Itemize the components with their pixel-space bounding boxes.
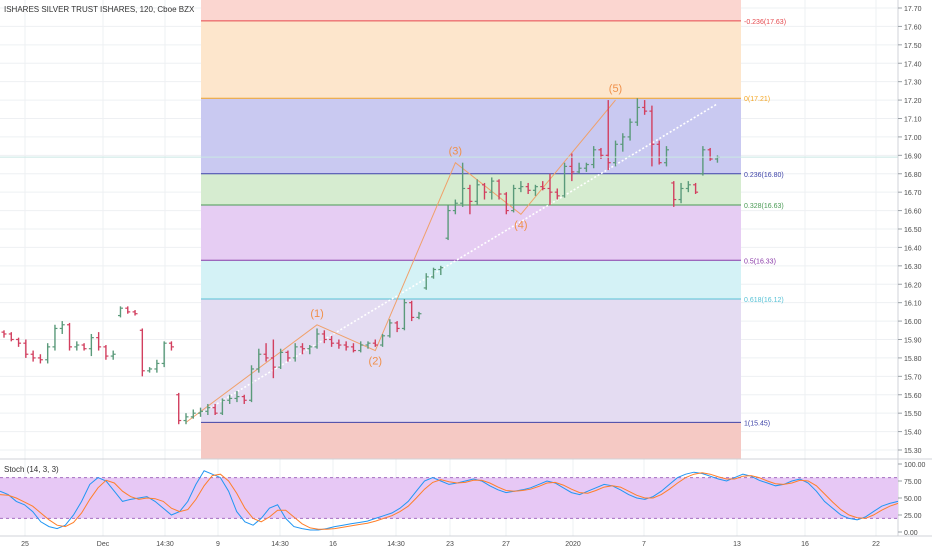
stoch-title: Stoch (14, 3, 3) xyxy=(4,465,59,474)
stoch-pane: Stoch (14, 3, 3) xyxy=(0,465,899,531)
time-tick-label: 13 xyxy=(733,541,741,548)
price-tick-label: 16.70 xyxy=(904,190,922,197)
price-tick-label: 16.90 xyxy=(904,153,922,160)
time-tick-label: 27 xyxy=(502,541,510,548)
time-tick-label: 25 xyxy=(21,541,29,548)
wave-label: (2) xyxy=(369,356,382,368)
time-tick-label: 14:30 xyxy=(387,541,405,548)
fib-band xyxy=(201,20,741,99)
price-tick-label: 17.40 xyxy=(904,61,922,68)
price-tick-label: 17.30 xyxy=(904,80,922,87)
price-axis[interactable]: 17.70 17.60 17.50 17.40 17.30 17.20 17.10 17.00… xyxy=(0,0,932,536)
stoch-tick-label: 25.00 xyxy=(904,513,922,520)
wave-label: (1) xyxy=(310,308,323,320)
wave-label: (4) xyxy=(514,219,527,231)
time-tick-label: Dec xyxy=(97,541,110,548)
price-tick-label: 16.50 xyxy=(904,227,922,234)
fib-band xyxy=(201,260,741,299)
time-tick-label: 22 xyxy=(872,541,880,548)
price-tick-label: 16.00 xyxy=(904,319,922,326)
fib-level-label: 0.236(16.80) xyxy=(744,172,784,179)
stoch-d-line xyxy=(0,472,899,530)
price-tick-label: 15.30 xyxy=(904,448,922,455)
time-tick-label: 23 xyxy=(446,541,454,548)
price-tick-label: 16.30 xyxy=(904,264,922,271)
fib-level-label: 0.5(16.33) xyxy=(744,258,776,265)
price-tick-label: 17.70 xyxy=(904,6,922,13)
fib-band xyxy=(201,298,741,423)
price-tick-label: 15.90 xyxy=(904,338,922,345)
time-tick-label: 14:30 xyxy=(271,541,289,548)
fib-level-label: 1(15.45) xyxy=(744,420,770,427)
fib-level-label: 0.618(16.12) xyxy=(744,297,784,304)
price-tick-label: 15.40 xyxy=(904,430,922,437)
fib-level-label: 0(17.21) xyxy=(744,96,770,103)
price-tick-label: 17.20 xyxy=(904,98,922,105)
elliott-wave[interactable]: (1) (2) (3) (4) (5) xyxy=(185,83,622,423)
fib-level-label: 0.328(16.63) xyxy=(744,203,784,210)
price-tick-label: 16.10 xyxy=(904,301,922,308)
price-tick-label: 17.00 xyxy=(904,135,922,142)
fib-level-label: -0.236(17.63) xyxy=(744,19,786,26)
chart-title: ISHARES SILVER TRUST ISHARES, 120, Cboe … xyxy=(4,5,195,14)
stoch-tick-label: 100.00 xyxy=(904,462,926,469)
price-tick-label: 17.50 xyxy=(904,43,922,50)
price-tick-label: 16.40 xyxy=(904,245,922,252)
wave-label: (5) xyxy=(609,83,622,95)
fib-band xyxy=(201,422,741,459)
fib-band xyxy=(201,173,741,206)
fib-band xyxy=(201,0,741,21)
time-tick-label: 7 xyxy=(642,541,646,548)
price-tick-label: 15.60 xyxy=(904,393,922,400)
time-tick-label: 14:30 xyxy=(156,541,174,548)
ohlc-bars xyxy=(0,98,898,425)
price-tick-label: 17.10 xyxy=(904,117,922,124)
wave-label: (3) xyxy=(449,146,462,158)
wave-path xyxy=(185,99,616,423)
price-tick-label: 17.60 xyxy=(904,24,922,31)
stoch-axis[interactable]: 100.00 75.00 50.00 25.00 0.00 xyxy=(898,462,926,537)
stoch-tick-label: 50.00 xyxy=(904,496,922,503)
price-tick-label: 15.50 xyxy=(904,411,922,418)
price-tick-label: 15.80 xyxy=(904,356,922,363)
time-tick-label: 16 xyxy=(801,541,809,548)
price-tick-label: 16.80 xyxy=(904,172,922,179)
stoch-tick-label: 75.00 xyxy=(904,479,922,486)
time-tick-label: 9 xyxy=(216,541,220,548)
stoch-tick-label: 0.00 xyxy=(904,530,918,537)
time-tick-label: 16 xyxy=(329,541,337,548)
fib-retracement[interactable]: -0.236(17.63) 0(17.21) 0.236(16.80) 0.328(1… xyxy=(201,0,786,459)
time-tick-label: 2020 xyxy=(565,541,581,548)
time-axis[interactable]: 25 Dec 14:30 9 14:30 16 14:30 23 27 2020 7 13 16 22 xyxy=(0,535,932,548)
price-tick-label: 15.70 xyxy=(904,374,922,381)
price-tick-label: 16.20 xyxy=(904,282,922,289)
price-tick-label: 16.60 xyxy=(904,209,922,216)
